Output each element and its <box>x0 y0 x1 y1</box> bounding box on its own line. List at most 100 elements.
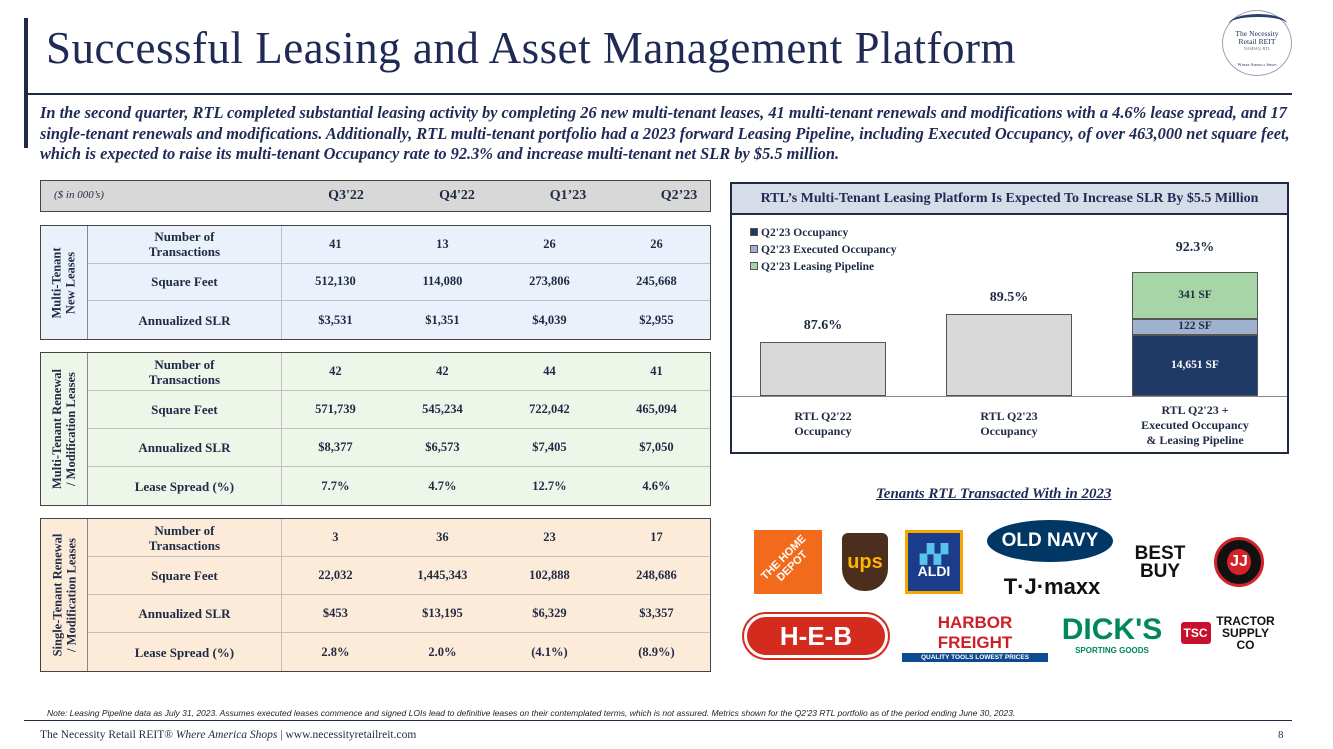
logo-subtext: SPORTING GOODS <box>1075 646 1149 655</box>
row-label-line: Number of <box>154 522 215 538</box>
row-label: Square Feet <box>88 391 282 428</box>
quarter-header: Q1’23 <box>549 188 587 203</box>
table-cell: 17 <box>650 530 663 544</box>
block-side-label: Multi-Tenant Renewal / Modification Lease… <box>41 353 88 505</box>
table-cell: $4,039 <box>532 312 567 327</box>
row-label: Annualized SLR <box>88 429 282 466</box>
table-cell: 41 <box>650 364 663 378</box>
logo-text: JJ <box>1227 549 1251 575</box>
legend-label: Q2'23 Executed Occupancy <box>761 244 897 256</box>
logo-text: ups <box>847 550 883 573</box>
table-row: Square Feet 571,739 545,234 722,042 465,094 <box>88 391 710 429</box>
table-cell: 273,806 <box>529 274 570 289</box>
quarter-header: Q2’23 <box>660 188 698 203</box>
chart-title: RTL’s Multi-Tenant Leasing Platform Is E… <box>730 182 1289 215</box>
table-cell: 42 <box>329 364 342 378</box>
table-row: Annualized SLR $8,377 $6,573 $7,405 $7,050 <box>88 429 710 467</box>
table-cell: 1,445,343 <box>417 568 468 582</box>
row-label: Lease Spread (%) <box>88 633 282 671</box>
heb-logo: H-E-B <box>744 614 888 658</box>
data-label: 87.6% <box>803 318 843 334</box>
row-label: Square Feet <box>88 557 282 594</box>
row-label-line: Transactions <box>148 371 221 387</box>
chart-bar-segment <box>1132 272 1258 320</box>
table-cell: 102,888 <box>529 568 570 582</box>
chart-bar-segment <box>1132 319 1258 336</box>
x-tick-label: RTL Q2'23 <box>980 409 1038 423</box>
title-divider <box>24 93 1292 95</box>
best-buy-logo: BEST BUY <box>1128 542 1192 584</box>
footer-divider <box>24 720 1292 721</box>
jimmy-johns-logo: JJ <box>1214 537 1264 587</box>
company-logo: The Necessity Retail REIT NASDAQ: RTL Wh… <box>1222 10 1292 76</box>
side-line: Multi-Tenant <box>50 246 65 319</box>
logo-text: OLD NAVY <box>1001 530 1099 551</box>
side-line: / Modification Leases <box>64 538 79 652</box>
aldi-stripes-icon: ▞▞ <box>920 544 948 564</box>
table-cell: 22,032 <box>318 568 353 582</box>
table-cell: (8.9%) <box>638 644 675 659</box>
chart-bar <box>946 314 1072 396</box>
table-cell: 23 <box>543 530 556 544</box>
title-accent-bar <box>24 18 28 148</box>
data-label: 92.3% <box>1175 240 1215 256</box>
block-side-text: Multi-Tenant New Leases <box>50 247 78 318</box>
tenants-heading: Tenants RTL Transacted With in 2023 <box>876 486 1112 502</box>
table-cell: $8,377 <box>318 440 353 454</box>
table-cell: 2.0% <box>428 644 457 659</box>
quarter-header: Q3'22 <box>328 188 364 203</box>
harbor-freight-logo: HARBOR FREIGHT QUALITY TOOLS LOWEST PRICE… <box>902 613 1048 662</box>
logo-line3: NASDAQ: RTL <box>1243 46 1271 51</box>
row-label-line: Annualized SLR <box>138 312 231 328</box>
row-label-line: Number of <box>154 356 215 372</box>
row-label-line: Square Feet <box>151 274 218 290</box>
logo-text: H-E-B <box>779 620 853 651</box>
logo-text: BEST BUY <box>1134 543 1186 582</box>
page-number: 8 <box>1278 729 1284 741</box>
legend-item: Q2'23 Occupancy <box>750 225 896 242</box>
x-tick-label: & Leasing Pipeline <box>1146 433 1244 447</box>
table-cell: $3,531 <box>318 312 353 327</box>
old-navy-logo: OLD NAVY <box>987 520 1113 562</box>
table-block-st-renewal: Single-Tenant Renewal / Modification Leas… <box>40 518 711 672</box>
row-label: Number of Transactions <box>88 353 282 390</box>
table-cell: 465,094 <box>636 402 677 416</box>
row-label-line: Transactions <box>148 244 221 260</box>
logo-text: TSC <box>1180 622 1211 644</box>
chart-bar <box>760 342 886 396</box>
table-row: Number of Transactions 41 13 26 26 <box>88 226 710 264</box>
side-line: Single-Tenant Renewal <box>50 533 65 657</box>
unit-label: ($ in 000’s) <box>54 189 104 201</box>
row-label-line: Transactions <box>148 537 221 553</box>
table-cell: 114,080 <box>422 274 463 289</box>
row-label-line: Lease Spread (%) <box>134 644 235 660</box>
row-label: Number of Transactions <box>88 226 282 263</box>
footer-url[interactable]: www.necessityretailreit.com <box>285 729 417 741</box>
x-tick-label: Executed Occupancy <box>1141 418 1249 432</box>
legend-label: Q2'23 Occupancy <box>761 227 849 239</box>
table-cell: 36 <box>436 530 449 544</box>
table-cell: $453 <box>322 606 348 620</box>
row-label-line: Number of <box>154 229 215 245</box>
table-row: Lease Spread (%) 7.7% 4.7% 12.7% 4.6% <box>88 467 710 505</box>
table-cell: $6,573 <box>425 440 460 454</box>
table-cell: 4.7% <box>428 478 457 493</box>
table-cell: 42 <box>436 364 449 378</box>
footer-separator: | <box>280 729 283 741</box>
tjmaxx-logo: T·J·maxx <box>1000 572 1104 602</box>
table-row: Number of Transactions 42 42 44 41 <box>88 353 710 391</box>
footer-company: The Necessity Retail REIT® <box>40 729 173 741</box>
row-label-line: Square Feet <box>151 568 218 583</box>
footnote: Note: Leasing Pipeline data as July 31, … <box>47 708 1016 718</box>
table-row: Square Feet 512,130 114,080 273,806 245,668 <box>88 263 710 302</box>
table-cell: 571,739 <box>315 402 356 416</box>
legend-swatch <box>750 228 758 236</box>
segment-label: 341 SF <box>1178 288 1212 301</box>
footer: The Necessity Retail REIT® Where America… <box>40 729 416 741</box>
table-cell: $7,050 <box>639 440 674 454</box>
block-side-label: Multi-Tenant New Leases <box>41 226 88 339</box>
side-line: / Modification Leases <box>64 372 78 486</box>
table-cell: 26 <box>650 236 663 251</box>
page-title: Successful Leasing and Asset Management … <box>46 23 1017 73</box>
table-cell: $2,955 <box>639 312 674 327</box>
